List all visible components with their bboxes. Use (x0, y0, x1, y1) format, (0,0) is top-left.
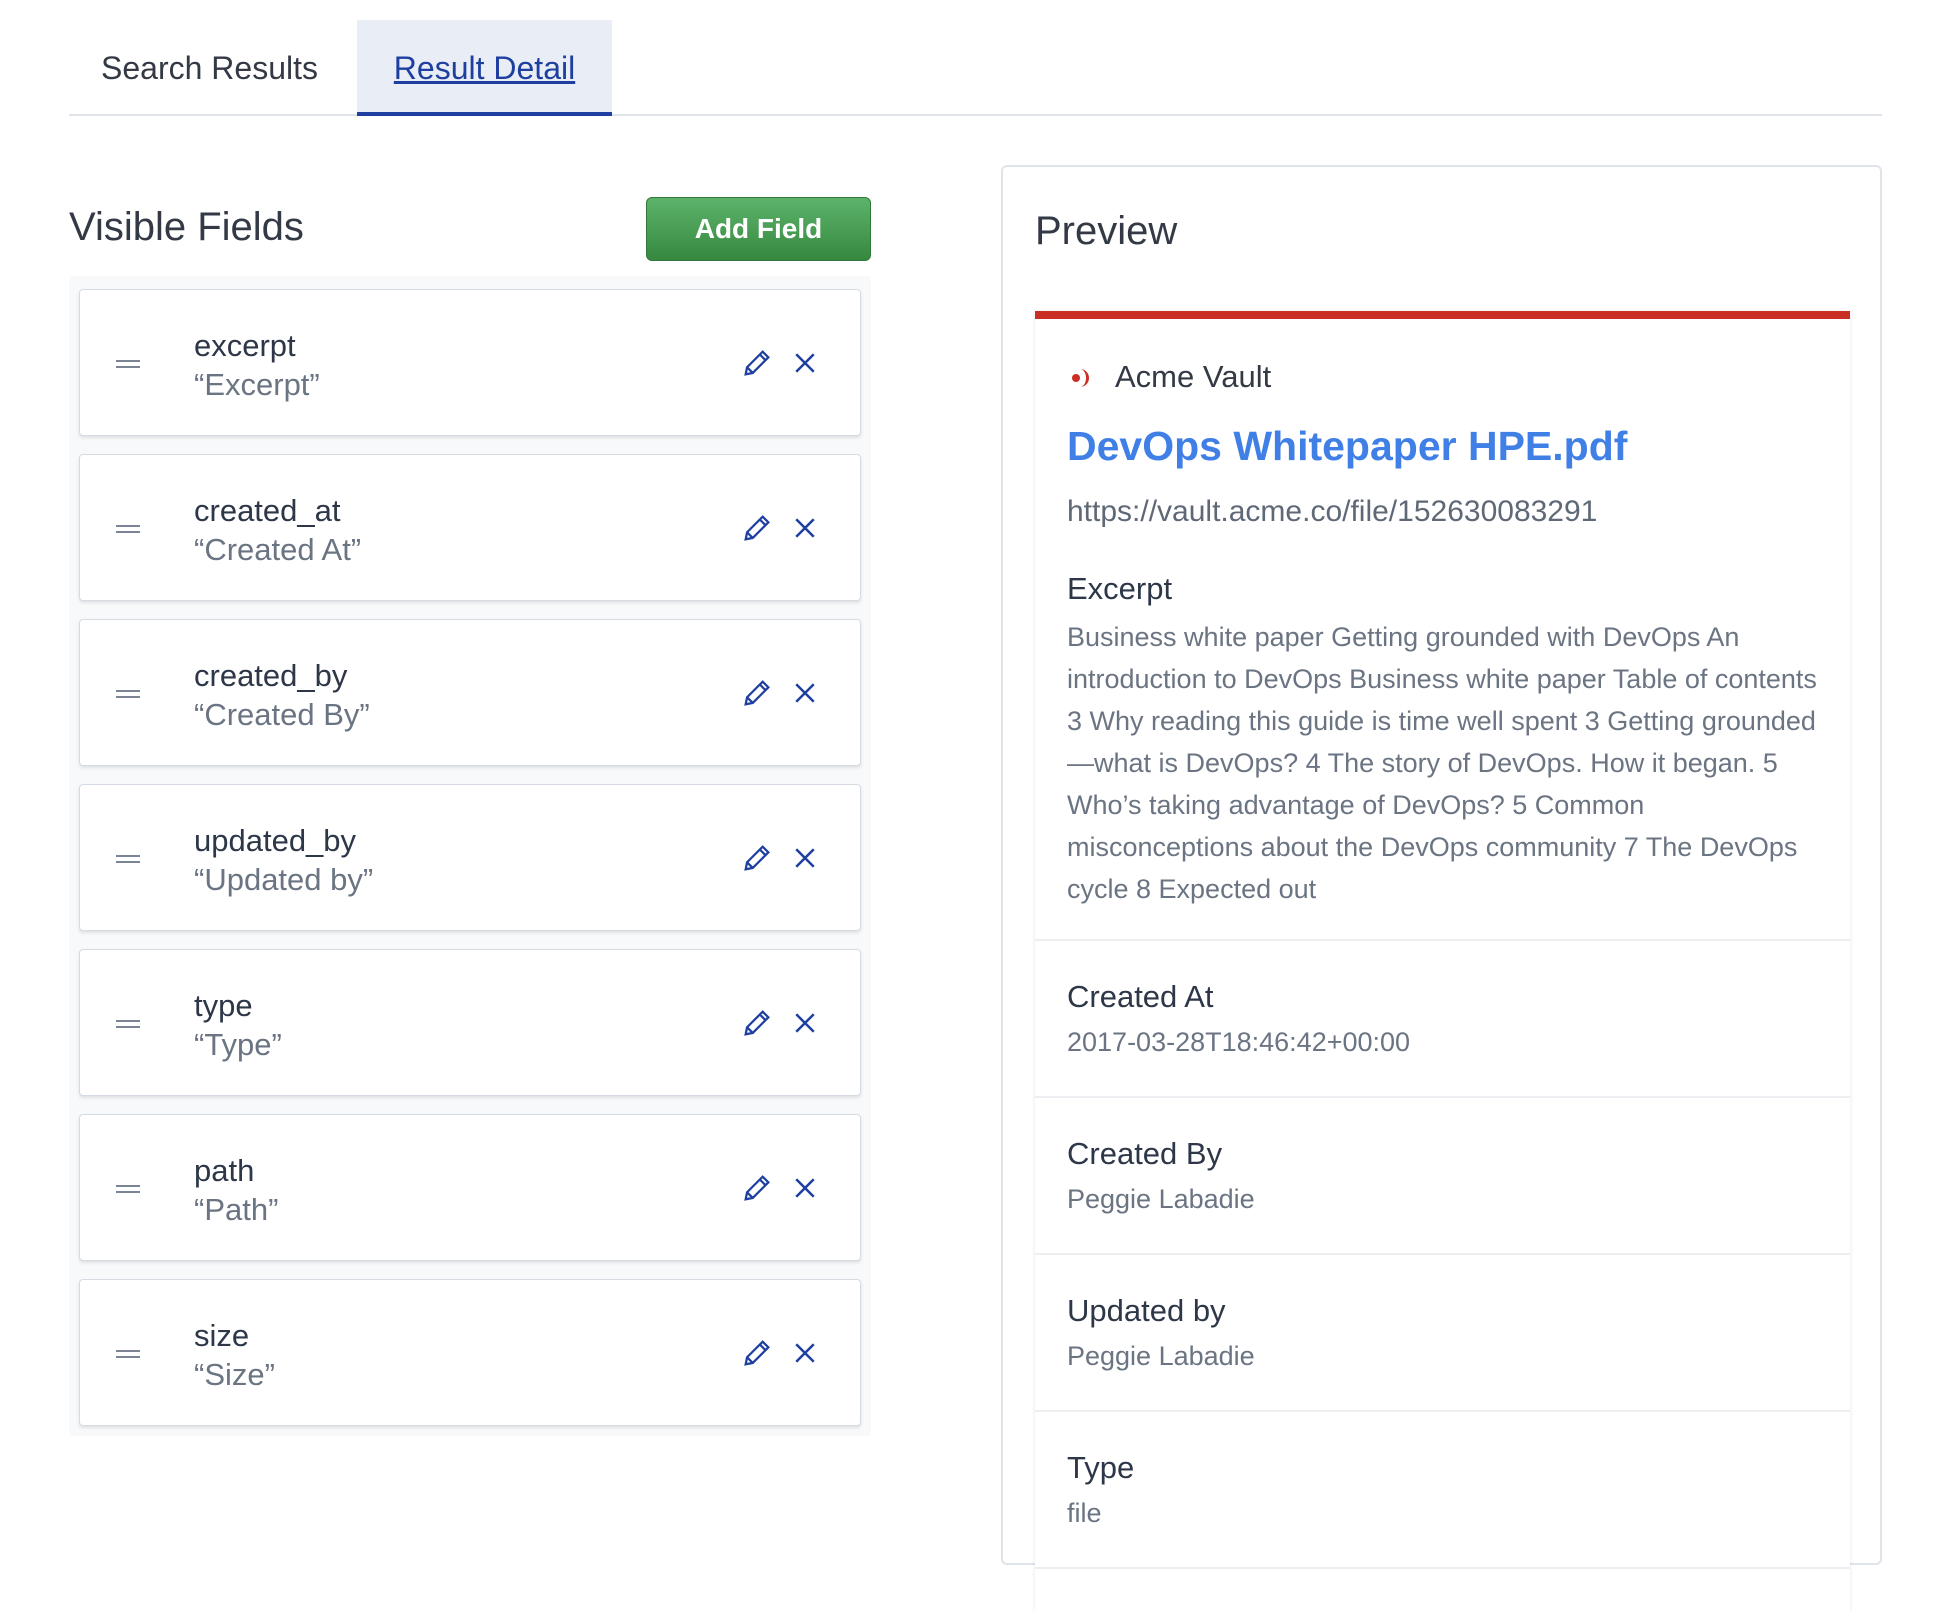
pencil-icon[interactable] (740, 511, 774, 545)
field-label: “Created By” (194, 697, 370, 732)
excerpt-value: Business white paper Getting grounded wi… (1067, 622, 1817, 904)
field-name: type (194, 988, 253, 1023)
field-card[interactable]: size “Size” (79, 1279, 861, 1426)
field-name: size (194, 1318, 250, 1353)
source-name: Acme Vault (1115, 359, 1272, 394)
result-url: https://vault.acme.co/file/152630083291 (1067, 495, 1598, 528)
close-icon[interactable] (790, 348, 820, 378)
preview-field-label: Created At (1067, 979, 1214, 1014)
add-field-button[interactable]: Add Field (646, 197, 871, 261)
tab-result-detail[interactable]: Result Detail (357, 20, 612, 116)
preview-field-value: file (1067, 1498, 1102, 1528)
close-icon[interactable] (790, 513, 820, 543)
preview-field-value: Peggie Labadie (1067, 1341, 1255, 1371)
close-icon[interactable] (790, 1338, 820, 1368)
field-card[interactable]: created_at “Created At” (79, 454, 861, 601)
excerpt-label: Excerpt (1067, 571, 1173, 606)
tab-search-results[interactable]: Search Results (101, 50, 318, 86)
field-card[interactable]: updated_by “Updated by” (79, 784, 861, 931)
pencil-icon[interactable] (740, 346, 774, 380)
field-card[interactable]: path “Path” (79, 1114, 861, 1261)
visible-fields-title: Visible Fields (69, 205, 304, 249)
drag-handle-icon[interactable] (116, 1020, 140, 1028)
preview-field-label: Type (1067, 1450, 1135, 1485)
field-card[interactable]: type “Type” (79, 949, 861, 1096)
field-card[interactable]: excerpt “Excerpt” (79, 289, 861, 436)
close-icon[interactable] (790, 1173, 820, 1203)
drag-handle-icon[interactable] (116, 525, 140, 533)
visible-fields-list: excerpt “Excerpt” created_at “Created At… (69, 276, 871, 1436)
field-name: excerpt (194, 328, 296, 363)
drag-handle-icon[interactable] (116, 690, 140, 698)
pencil-icon[interactable] (740, 1171, 774, 1205)
preview-field-value: 2017-03-28T18:46:42+00:00 (1067, 1027, 1411, 1057)
preview-field-label: Updated by (1067, 1293, 1226, 1328)
pencil-icon[interactable] (740, 1336, 774, 1370)
field-name: created_by (194, 658, 348, 693)
preview-field: Type file (1035, 1412, 1850, 1569)
result-title-link[interactable]: DevOps Whitepaper HPE.pdf (1067, 423, 1628, 469)
close-icon[interactable] (790, 678, 820, 708)
field-label: “Excerpt” (194, 367, 320, 402)
preview-field: Created By Peggie Labadie (1035, 1098, 1850, 1255)
source-logo-icon (1072, 369, 1089, 387)
tab-bar: Search Results Result Detail (69, 20, 1882, 116)
drag-handle-icon[interactable] (116, 1185, 140, 1193)
close-icon[interactable] (790, 843, 820, 873)
field-name: path (194, 1153, 255, 1188)
field-card[interactable]: created_by “Created By” (79, 619, 861, 766)
preview-field-label: Created By (1067, 1136, 1223, 1171)
drag-handle-icon[interactable] (116, 855, 140, 863)
preview-field: Created At 2017-03-28T18:46:42+00:00 (1035, 941, 1850, 1098)
field-label: “Path” (194, 1192, 279, 1227)
result-card: Acme Vault DevOps Whitepaper HPE.pdf htt… (1035, 311, 1850, 1611)
pencil-icon[interactable] (740, 676, 774, 710)
field-name: created_at (194, 493, 341, 528)
preview-title: Preview (1035, 209, 1178, 253)
field-label: “Updated by” (194, 862, 374, 897)
field-label: “Created At” (194, 532, 362, 567)
pencil-icon[interactable] (740, 1006, 774, 1040)
excerpt-section: Excerpt Business white paper Getting gro… (1035, 319, 1850, 941)
close-icon[interactable] (790, 1008, 820, 1038)
preview-field-value: Peggie Labadie (1067, 1184, 1255, 1214)
preview-panel: Preview Acme Vault DevOps Whitepaper HPE… (1001, 165, 1882, 1611)
field-label: “Type” (194, 1027, 282, 1062)
drag-handle-icon[interactable] (116, 360, 140, 368)
preview-field: Updated by Peggie Labadie (1035, 1255, 1850, 1412)
field-name: updated_by (194, 823, 357, 858)
field-label: “Size” (194, 1357, 275, 1392)
pencil-icon[interactable] (740, 841, 774, 875)
drag-handle-icon[interactable] (116, 1350, 140, 1358)
